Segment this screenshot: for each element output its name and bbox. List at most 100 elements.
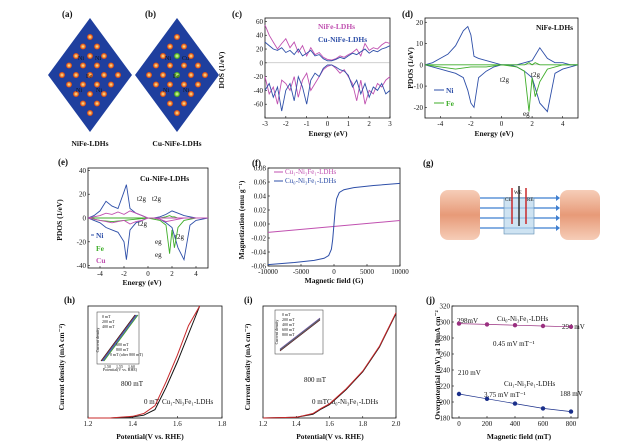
x-tick-label: 2 (367, 120, 371, 128)
cu-nife-atoms (146, 34, 208, 116)
x-tick-label: 2 (530, 120, 534, 128)
inset-curve (103, 314, 139, 362)
y-tick-label: 40 (79, 167, 87, 175)
lsv-curve (88, 305, 201, 419)
y-tick-label: 0 (260, 59, 264, 67)
x-tick-label: 0 (332, 268, 336, 276)
y-axis-label: Current density (mA cm⁻²) (57, 323, 66, 410)
x-tick-label: 1.4 (292, 420, 301, 428)
inset-curve (279, 319, 321, 351)
data-point (456, 391, 462, 397)
x-tick-label: 1.2 (84, 420, 93, 428)
y-tick-label: -0.02 (251, 235, 266, 243)
panel-h-label: (h) (64, 295, 75, 305)
atom-label: Ni (165, 56, 171, 62)
legend-entry: Cu (96, 256, 106, 265)
metal-atom (195, 81, 201, 88)
panel-i-label: (i) (244, 295, 253, 305)
x-tick-label: 800 (566, 420, 577, 428)
y-axis-label: DOS (1/eV) (217, 51, 226, 88)
inset-legend: 200 mT (102, 319, 115, 324)
x-tick-label: -3 (262, 120, 268, 128)
chart-title: NiFe-LDHs (536, 23, 573, 32)
metal-atom (160, 91, 166, 97)
dos-curve-up (264, 41, 391, 62)
inset-y-label: Current density (95, 328, 100, 353)
panel-g-label: (g) (423, 158, 434, 168)
metal-atom (94, 100, 100, 107)
data-point (540, 323, 546, 329)
y-tick-label: 0.08 (254, 165, 267, 173)
legend-entry: NiFe-LDHs (318, 22, 355, 31)
inset-tick: 1.60 (128, 364, 135, 369)
annotation: t2g (531, 71, 540, 79)
metal-atom (80, 100, 86, 107)
x-tick-label: 4 (194, 270, 198, 278)
metal-atom (80, 81, 86, 88)
chart-title: Cu-NiFe-LDHs (140, 174, 189, 183)
pdos-curve-up (424, 25, 578, 66)
y-tick-label: -20 (254, 73, 264, 81)
y-axis-label: Current density (mA cm⁻²) (243, 323, 252, 410)
y-axis-label: PDOS (1/eV) (406, 47, 415, 89)
x-tick-label: -1 (304, 120, 310, 128)
pdos-curve-up (425, 62, 578, 66)
annotation: t2g (175, 233, 184, 241)
inset-x-label: Potential(V vs. RHE) (103, 367, 138, 372)
metal-atom (59, 72, 65, 78)
metal-atom (73, 91, 79, 97)
x-axis-label: Magnetic field (mT) (487, 432, 552, 441)
cu-atom (174, 91, 180, 97)
pdos-curve-down (87, 217, 208, 225)
pdos-curve-down (424, 64, 579, 113)
atom-label: Fe (86, 74, 92, 80)
y-tick-label: -40 (254, 87, 264, 95)
point-label: 298mV (457, 317, 478, 325)
dos-curve-up (264, 24, 391, 61)
x-tick-label: 3 (388, 120, 392, 128)
pdos-curve-down (424, 64, 578, 112)
chart-e: (e) PDOS (1/eV) Energy (eV) Cu-NiFe-LDHs… (55, 157, 209, 287)
y-tick-label: -40 (77, 262, 87, 270)
x-tick-label: 0 (500, 120, 504, 128)
chart-i: (i) Current density (mA cm⁻²) Potential(… (243, 295, 401, 441)
metal-atom (202, 72, 208, 78)
x-tick-label: 600 (538, 420, 549, 428)
y-tick-label: 10 (416, 40, 424, 48)
panel-d-label: (d) (402, 9, 413, 19)
metal-atom (167, 62, 173, 69)
y-tick-label: -10 (414, 83, 424, 91)
metal-atom (87, 34, 93, 40)
series-slope: 3.75 mV mT⁻¹ (484, 391, 526, 399)
inset-legend: 200 mT (282, 317, 295, 322)
x-tick-label: 4 (561, 120, 565, 128)
metal-atom (146, 72, 152, 78)
x-axis-label: Potential(V vs. RHE) (296, 432, 364, 441)
metal-atom (80, 43, 86, 50)
y-tick-label: 0.00 (254, 221, 267, 229)
x-tick-label: 1.6 (173, 420, 182, 428)
point-label: 294 mV (562, 323, 585, 331)
series-slope: 0.45 mV mT⁻¹ (493, 340, 535, 348)
y-tick-label: 60 (256, 18, 264, 26)
metal-atom (167, 100, 173, 107)
x-axis-label: Energy (eV) (475, 129, 514, 138)
legend-entry: Ni (96, 231, 104, 240)
data-point (512, 323, 518, 328)
x-tick-label: 1.8 (218, 420, 227, 428)
metal-atom (195, 62, 201, 69)
panel-a-label: (a) (62, 9, 73, 19)
chart-d: (d) PDOS (1/eV) Energy (eV) NiFe-LDHs Ni… (402, 9, 579, 138)
re-label: RE (527, 198, 533, 203)
metal-atom (94, 43, 100, 50)
x-tick-label: 2 (170, 270, 174, 278)
y-tick-label: 0.04 (254, 193, 267, 201)
x-tick-label: -5000 (293, 268, 310, 276)
x-axis-label: Energy (eV) (309, 129, 348, 138)
pdos-curve-down (87, 217, 208, 254)
y-axis-label: Magnetization (emu g⁻¹) (237, 180, 246, 259)
annotation: t2g (138, 220, 147, 228)
x-axis-label: Magnetic field (G) (305, 276, 364, 285)
dos-curve-down (264, 64, 391, 105)
y-tick-label: 240 (440, 367, 451, 375)
